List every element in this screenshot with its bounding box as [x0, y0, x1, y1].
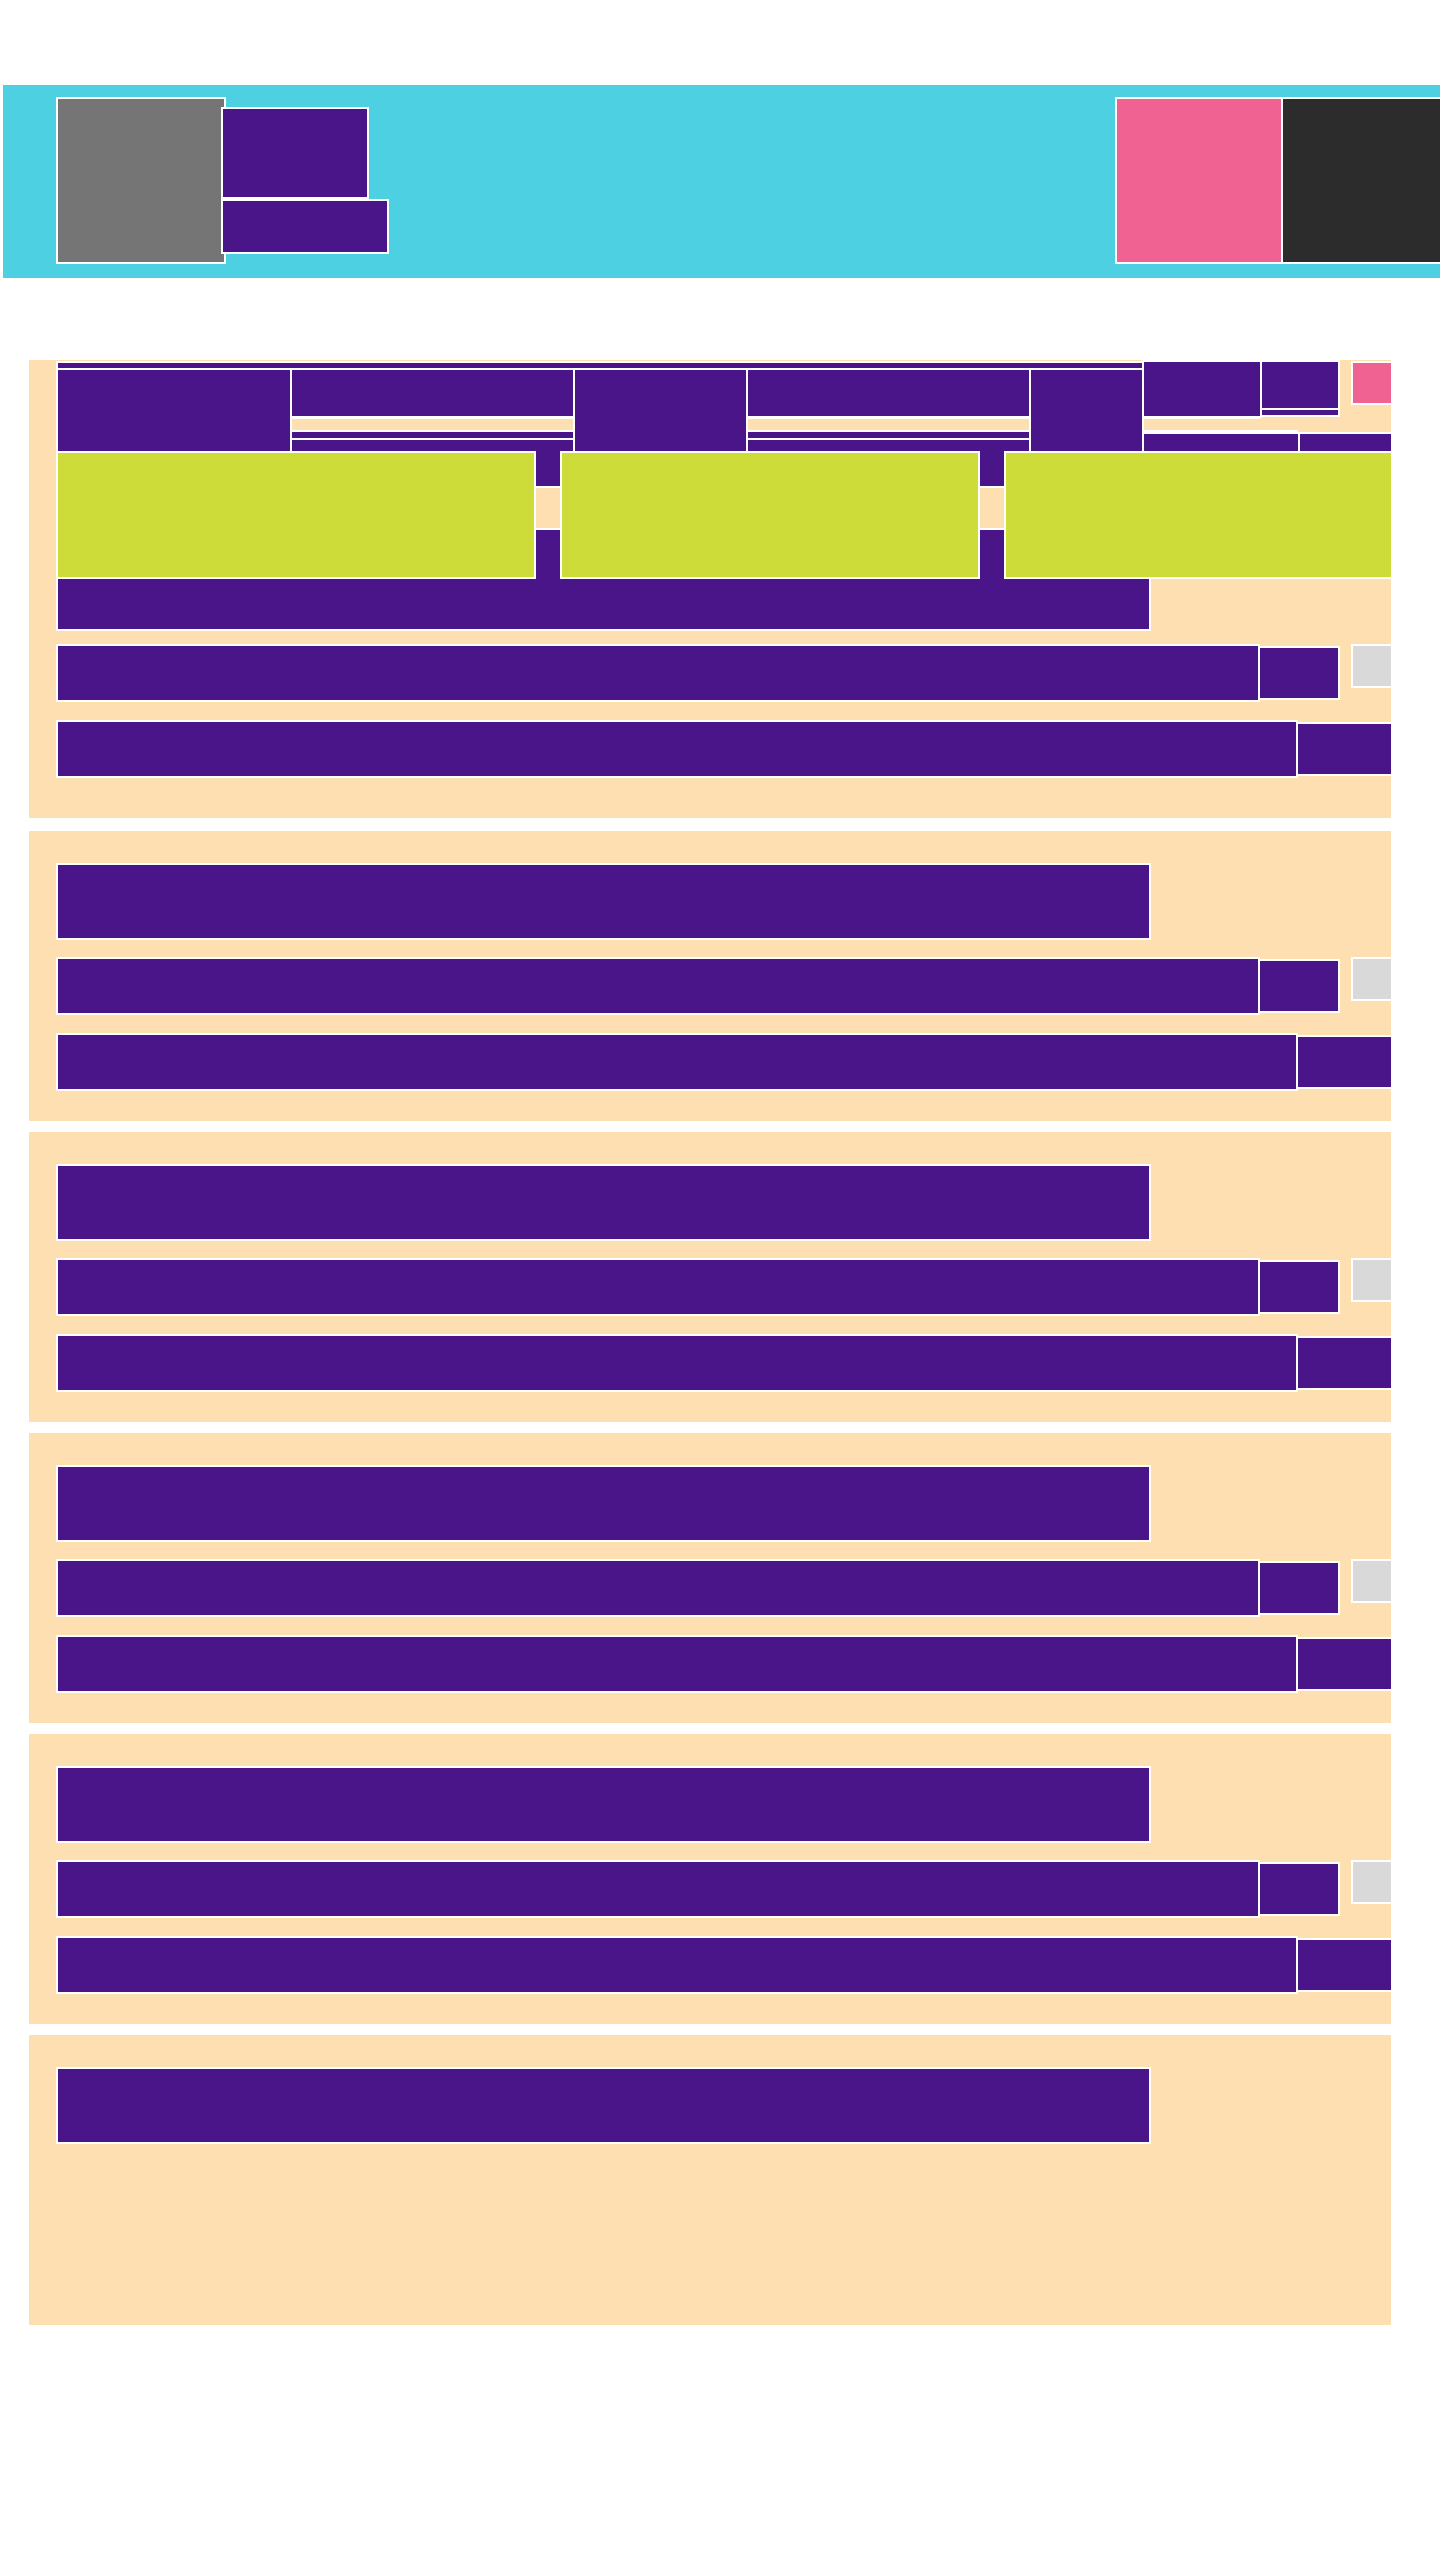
item-title — [56, 2067, 1151, 2144]
toolbar-block — [1142, 360, 1262, 418]
toolbar-block — [1260, 360, 1340, 410]
toolbar-button-3[interactable] — [1004, 451, 1391, 579]
list-item[interactable] — [29, 1132, 1391, 1422]
item-line-2 — [56, 1936, 1298, 1994]
item-line-1 — [56, 957, 1260, 1015]
toolbar-block — [746, 368, 1031, 418]
toolbar — [29, 360, 1391, 580]
status-indicator-icon — [1351, 1860, 1391, 1904]
status-indicator-icon — [1351, 361, 1391, 405]
item-line-2-meta — [1296, 1035, 1391, 1089]
item-line-2 — [56, 720, 1298, 778]
header-title — [221, 107, 369, 199]
item-line-1 — [56, 644, 1260, 702]
item-title — [56, 1164, 1151, 1241]
item-line-1 — [56, 1860, 1260, 1918]
user-avatar-icon[interactable] — [56, 97, 226, 264]
item-line-1 — [56, 1258, 1260, 1316]
item-title — [56, 1465, 1151, 1542]
status-indicator-icon — [1351, 1258, 1391, 1302]
item-line-2-meta — [1296, 1336, 1391, 1390]
item-line-1-meta — [1258, 959, 1340, 1013]
status-indicator-icon — [1351, 957, 1391, 1001]
item-line-2-meta — [1296, 1637, 1391, 1691]
item-list[interactable] — [29, 360, 1391, 2355]
item-line-2 — [56, 1334, 1298, 1392]
item-line-2 — [56, 1635, 1298, 1693]
item-title — [56, 863, 1151, 940]
header-subtitle — [221, 199, 389, 254]
app-header — [3, 85, 1440, 278]
item-line-1 — [56, 1559, 1260, 1617]
item-line-1-meta — [1258, 1862, 1340, 1916]
item-line-2-meta — [1296, 722, 1391, 776]
toolbar-block — [290, 368, 575, 418]
status-indicator-icon — [1351, 1559, 1391, 1603]
item-line-2-meta — [1296, 1938, 1391, 1992]
dark-action-icon[interactable] — [1281, 97, 1440, 264]
item-line-1-meta — [1258, 646, 1340, 700]
status-indicator-icon — [1351, 644, 1391, 688]
list-item[interactable] — [29, 2035, 1391, 2325]
item-line-1-meta — [1258, 1260, 1340, 1314]
item-title — [56, 1766, 1151, 1843]
item-line-1-meta — [1258, 1561, 1340, 1615]
list-item[interactable] — [29, 831, 1391, 1121]
toolbar-button-1[interactable] — [56, 451, 536, 579]
list-item[interactable] — [29, 1734, 1391, 2024]
item-line-2 — [56, 1033, 1298, 1091]
pink-action-icon[interactable] — [1115, 97, 1285, 264]
toolbar-button-2[interactable] — [560, 451, 980, 579]
list-item[interactable] — [29, 1433, 1391, 1723]
